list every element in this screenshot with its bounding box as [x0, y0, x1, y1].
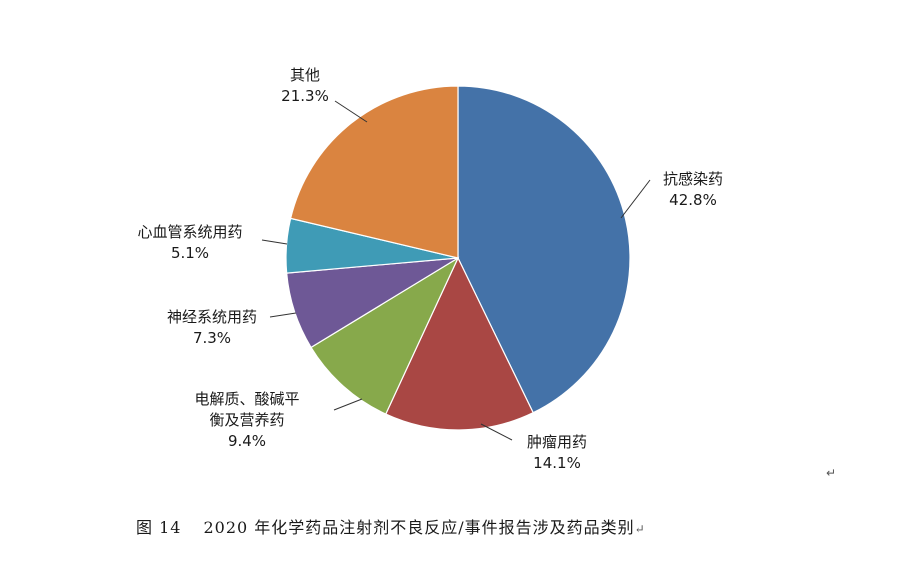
pie-slice-2	[384, 256, 534, 431]
pie-slices	[285, 85, 631, 431]
slice-label-3-line-1: 电解质、酸碱平	[194, 390, 299, 408]
leader-line-6	[334, 100, 368, 123]
slice-percent-5: 5.1%	[171, 244, 209, 262]
figure-caption-text: 2020 年化学药品注射剂不良反应/事件报告涉及药品类别	[203, 518, 635, 537]
leader-line-1	[620, 179, 651, 219]
caption-paragraph-mark: ↵	[634, 522, 645, 536]
leader-line-2	[480, 423, 513, 441]
leader-line-4	[269, 312, 297, 318]
slice-percent-3: 9.4%	[228, 432, 266, 450]
slice-label-1-line-1: 抗感染药	[663, 170, 723, 188]
slice-label-6-line-1: 其他	[290, 66, 320, 84]
leader-lines	[261, 100, 651, 441]
paragraph-mark: ↵	[826, 466, 837, 480]
figure-caption: 图 14 2020 年化学药品注射剂不良反应/事件报告涉及药品类别↵	[136, 514, 645, 538]
leader-line-5	[261, 239, 288, 245]
slice-label-4-line-1: 神经系统用药	[167, 308, 257, 326]
slice-percent-1: 42.8%	[669, 191, 717, 209]
figure-number: 图 14	[136, 518, 182, 537]
slice-label-5-line-1: 心血管系统用药	[137, 223, 242, 241]
slice-label-3-line-2: 衡及营养药	[209, 411, 284, 429]
slice-percent-2: 14.1%	[533, 454, 581, 472]
slice-label-2-line-1: 肿瘤用药	[527, 433, 587, 451]
pie-slice-6	[289, 85, 459, 259]
leader-line-3	[333, 398, 363, 411]
slice-percent-4: 7.3%	[193, 329, 231, 347]
pie-slice-1	[457, 85, 631, 414]
slice-percent-6: 21.3%	[281, 87, 329, 105]
pie-slice-3	[310, 256, 460, 415]
